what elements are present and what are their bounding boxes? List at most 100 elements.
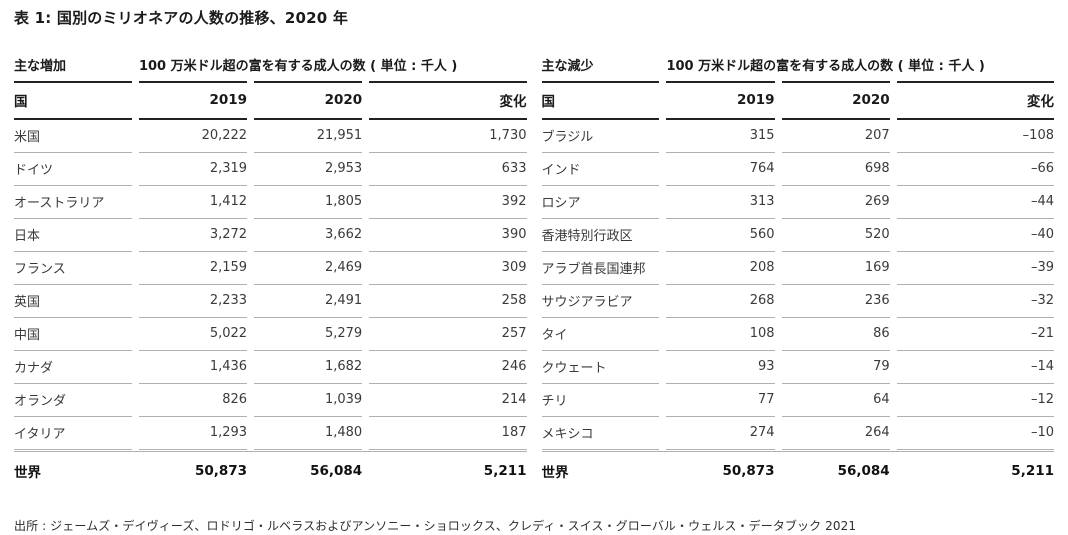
value-cell: 1,436 [138, 351, 248, 384]
units-header-spacer [254, 52, 363, 83]
country-cell: ロシア [541, 186, 660, 219]
total-2020: 56,084 [837, 463, 890, 479]
column-header-country: 国 [541, 83, 660, 120]
value-cell: 64 [781, 384, 890, 417]
value-cell: –40 [896, 219, 1054, 252]
value-cell: –44 [896, 186, 1054, 219]
country-cell: アラブ首長国連邦 [541, 252, 660, 285]
country-cell: サウジアラビア [541, 285, 660, 318]
column-header-2019: 2019 [138, 83, 248, 120]
country-cell: 香港特別行政区 [541, 219, 660, 252]
table-row: インド 764 698 –66 [541, 153, 1054, 186]
total-row: 世界 50,873 56,084 5,211 [542, 452, 1055, 489]
column-header-2019: 2019 [666, 83, 775, 120]
column-header-row: 国 2019 2020 変化 [541, 83, 1054, 120]
table-row: タイ 108 86 –21 [541, 318, 1054, 351]
value-cell: 269 [781, 186, 890, 219]
column-header-change: 変化 [369, 83, 527, 120]
value-cell: –66 [896, 153, 1054, 186]
group-label: 主な増加 [14, 52, 132, 83]
value-cell: 1,480 [254, 417, 363, 450]
value-cell: 169 [781, 252, 890, 285]
units-header: 100 万米ドル超の富を有する成人の数 ( 単位 : 千人 ) [138, 52, 457, 83]
value-cell: 1,039 [254, 384, 363, 417]
value-cell: 86 [781, 318, 890, 351]
country-cell: オーストラリア [14, 186, 132, 219]
decreases-table: 主な減少 100 万米ドル超の富を有する成人の数 ( 単位 : 千人 ) 国 2… [535, 52, 1062, 489]
country-cell: ドイツ [14, 153, 132, 186]
units-header-spacer [369, 52, 527, 83]
value-cell: 390 [369, 219, 527, 252]
table-row: 香港特別行政区 560 520 –40 [541, 219, 1054, 252]
table-row: アラブ首長国連邦 208 169 –39 [541, 252, 1054, 285]
value-cell: –21 [896, 318, 1054, 351]
country-cell: 中国 [14, 318, 132, 351]
value-cell: 2,469 [254, 252, 363, 285]
country-cell: フランス [14, 252, 132, 285]
value-cell: 214 [369, 384, 527, 417]
value-cell: 187 [369, 417, 527, 450]
column-header-2020: 2020 [781, 83, 890, 120]
value-cell: 313 [666, 186, 775, 219]
value-cell: 20,222 [138, 120, 248, 153]
value-cell: 1,682 [254, 351, 363, 384]
value-cell: –14 [896, 351, 1054, 384]
units-header: 100 万米ドル超の富を有する成人の数 ( 単位 : 千人 ) [666, 52, 985, 83]
table-row: 日本 3,272 3,662 390 [14, 219, 527, 252]
total-change: 5,211 [483, 463, 527, 479]
value-cell: 315 [666, 120, 775, 153]
total-change: 5,211 [1011, 463, 1054, 479]
country-cell: 米国 [14, 120, 132, 153]
group-header-row: 主な増加 100 万米ドル超の富を有する成人の数 ( 単位 : 千人 ) [14, 52, 527, 83]
value-cell: –12 [896, 384, 1054, 417]
total-2019: 50,873 [722, 463, 775, 479]
units-header-spacer [781, 52, 890, 83]
value-cell: 257 [369, 318, 527, 351]
value-cell: 246 [369, 351, 527, 384]
country-cell: クウェート [541, 351, 660, 384]
value-cell: 3,662 [254, 219, 363, 252]
value-cell: 2,233 [138, 285, 248, 318]
value-cell: –32 [896, 285, 1054, 318]
table-title: 表 1: 国別のミリオネアの人数の推移、2020 年 [14, 9, 349, 27]
column-header-2020: 2020 [254, 83, 363, 120]
value-cell: 826 [138, 384, 248, 417]
value-cell: 236 [781, 285, 890, 318]
country-cell: オランダ [14, 384, 132, 417]
value-cell: 560 [666, 219, 775, 252]
value-cell: 698 [781, 153, 890, 186]
country-cell: チリ [541, 384, 660, 417]
value-cell: 1,293 [138, 417, 248, 450]
value-cell: 2,953 [254, 153, 363, 186]
country-cell: カナダ [14, 351, 132, 384]
value-cell: 2,159 [138, 252, 248, 285]
decreases-table-body: ブラジル 315 207 –108 インド 764 698 –66 ロシア 313 269 –44 香港… [541, 120, 1054, 450]
units-header-spacer [896, 52, 1054, 83]
value-cell: 208 [666, 252, 775, 285]
total-row: 世界 50,873 56,084 5,211 [14, 452, 527, 489]
value-cell: 309 [369, 252, 527, 285]
table-row: クウェート 93 79 –14 [541, 351, 1054, 384]
table-row: チリ 77 64 –12 [541, 384, 1054, 417]
total-separator [541, 450, 1054, 452]
column-header-row: 国 2019 2020 変化 [14, 83, 527, 120]
value-cell: 1,805 [254, 186, 363, 219]
value-cell: 392 [369, 186, 527, 219]
country-cell: イタリア [14, 417, 132, 450]
total-label: 世界 [14, 465, 41, 481]
value-cell: 520 [781, 219, 890, 252]
country-cell: メキシコ [541, 417, 660, 450]
increases-table-panel: 主な増加 100 万米ドル超の富を有する成人の数 ( 単位 : 千人 ) 国 2… [14, 52, 527, 489]
value-cell: 21,951 [254, 120, 363, 153]
increases-table-body: 米国 20,222 21,951 1,730 ドイツ 2,319 2,953 633 オーストラ… [14, 120, 527, 450]
value-cell: 633 [369, 153, 527, 186]
table-row: ロシア 313 269 –44 [541, 186, 1054, 219]
table-row: サウジアラビア 268 236 –32 [541, 285, 1054, 318]
value-cell: 2,491 [254, 285, 363, 318]
value-cell: 764 [666, 153, 775, 186]
value-cell: 264 [781, 417, 890, 450]
value-cell: 1,412 [138, 186, 248, 219]
table-row: 米国 20,222 21,951 1,730 [14, 120, 527, 153]
value-cell: –39 [896, 252, 1054, 285]
